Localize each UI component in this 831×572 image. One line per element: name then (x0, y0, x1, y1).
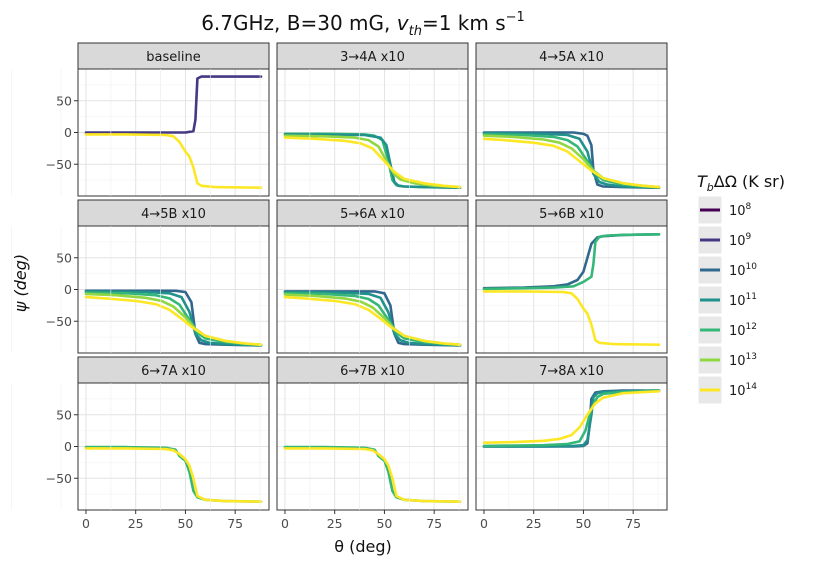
facet-strip (77, 42, 270, 70)
series-line-10e9 (84, 75, 263, 134)
legend-item: 109 (697, 225, 752, 255)
x-tick-label: 25 (128, 516, 144, 531)
y-tick-label: −50 (46, 157, 72, 172)
x-tick-label: 50 (575, 516, 591, 531)
legend-title: TbΔΩ (K sr) (697, 172, 785, 194)
x-tick-label: 50 (376, 516, 392, 531)
facet-panel: baseline 50 0 −50 (11, 42, 270, 197)
legend: TbΔΩ (K sr) 108 109 1010 1011 1012 1013 1014 (697, 172, 785, 405)
panel-border (475, 225, 668, 354)
x-tick-label: 0 (480, 516, 488, 531)
legend-item: 1012 (697, 315, 757, 345)
facet-panel: 4→5A x10 (309, 42, 668, 197)
series-line-10e14 (283, 447, 462, 503)
facet-strip-label: 5→6B x10 (539, 207, 604, 222)
x-tick-label: 0 (281, 516, 289, 531)
facet-strip-label: 4→5A x10 (539, 50, 604, 65)
x-axis-label: θ (deg) (334, 537, 392, 556)
panel-border (276, 68, 469, 197)
series-line-10e14 (283, 295, 462, 346)
series-line-10e14 (482, 290, 661, 346)
series-line-10e10 (482, 131, 661, 189)
legend-label: 1010 (729, 262, 757, 279)
facet-strip-label: 5→6A x10 (340, 207, 405, 222)
series-line-10e11 (482, 389, 661, 448)
legend-label: 108 (729, 202, 752, 219)
y-tick-label: 0 (64, 282, 72, 297)
series-line-10e14 (482, 390, 661, 444)
facet-strip-label: baseline (146, 50, 200, 65)
legend-item: 108 (697, 195, 752, 225)
facet-strip-label: 3→4A x10 (340, 50, 405, 65)
y-tick-label: 50 (56, 407, 72, 422)
facet-strip-label: 7→8A x10 (539, 364, 604, 379)
x-tick-label: 25 (526, 516, 542, 531)
legend-label: 1014 (729, 382, 757, 399)
facet-panel: 4→5B x10 50 0 −50 (11, 199, 270, 354)
legend-item: 1010 (697, 255, 757, 285)
x-tick-label: 50 (177, 516, 193, 531)
series-line-10e14 (482, 137, 661, 189)
series-line-10e12 (482, 389, 661, 448)
series-line-10e11 (482, 131, 661, 189)
facet-strip (77, 356, 270, 384)
facet-strip (276, 356, 469, 384)
facet-strip (475, 356, 668, 384)
legend-label: 1013 (729, 352, 757, 369)
facet-panel: 7→8A x10 0 25 50 75 (309, 356, 668, 531)
series-line-10e14 (283, 136, 462, 189)
y-tick-label: −50 (46, 314, 72, 329)
x-tick-label: 75 (227, 516, 243, 531)
y-tick-label: 0 (64, 125, 72, 140)
facet-strip (77, 199, 270, 227)
legend-label: 1011 (729, 292, 757, 309)
facet-strip (475, 199, 668, 227)
y-tick-label: 0 (64, 439, 72, 454)
series-line-10e14 (84, 295, 263, 346)
panel-border (475, 68, 668, 197)
facet-strip-label: 6→7A x10 (141, 364, 206, 379)
y-axis-label: ψ (deg) (11, 254, 30, 312)
x-tick-label: 25 (327, 516, 343, 531)
x-tick-label: 75 (426, 516, 442, 531)
y-tick-label: 50 (56, 93, 72, 108)
series-line-10e14 (84, 447, 263, 503)
chart-title: 6.7GHz, B=30 mG, vth=1 km s−1 (201, 10, 525, 39)
series-line-10e12 (482, 233, 661, 291)
legend-item: 1011 (697, 285, 757, 315)
x-tick-label: 75 (625, 516, 641, 531)
facet-panel: 6→7A x10 50 0 −50 0 25 50 75 (11, 356, 270, 531)
facet-strip (276, 42, 469, 70)
facet-panels: baseline 50 0 −50 3→4A x10 4→5A x10 4→5B x10 50… (11, 42, 668, 531)
panel-border (276, 225, 469, 354)
legend-item: 1014 (697, 375, 757, 405)
facet-strip-label: 6→7B x10 (340, 364, 405, 379)
facet-strip (276, 199, 469, 227)
panel-border (475, 382, 668, 511)
facet-panel: 3→4A x10 (110, 42, 469, 197)
x-tick-label: 0 (82, 516, 90, 531)
legend-label: 1012 (729, 322, 757, 339)
legend-label: 109 (729, 232, 752, 249)
y-tick-label: −50 (46, 471, 72, 486)
facet-strip-label: 4→5B x10 (141, 207, 206, 222)
y-tick-label: 50 (56, 250, 72, 265)
facet-panel: 5→6B x10 (309, 199, 668, 354)
panel-border (276, 382, 469, 511)
legend-item: 1013 (697, 345, 757, 375)
series-line-10e14 (84, 133, 263, 189)
